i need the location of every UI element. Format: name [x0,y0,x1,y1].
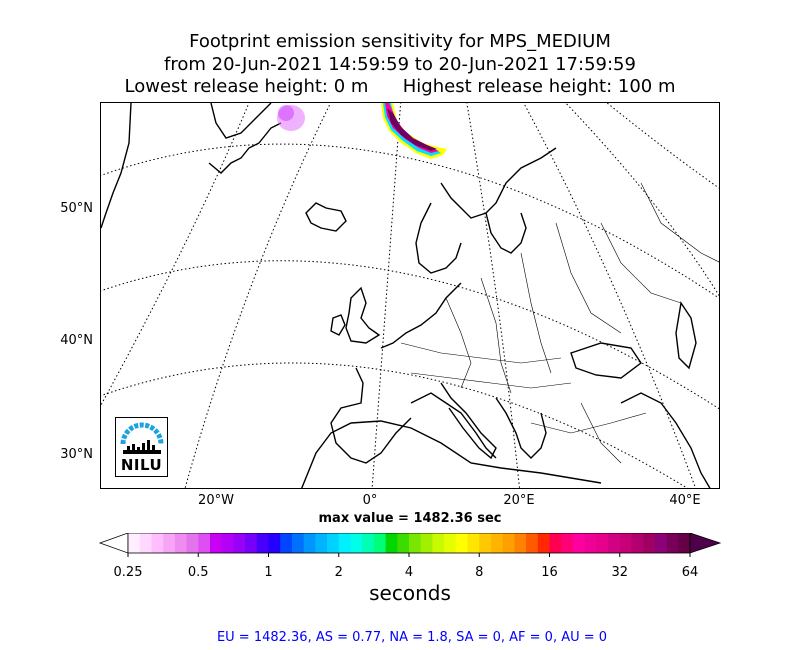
lon-label-20e: 20°E [503,493,535,508]
colorbar-segment [409,533,422,553]
map-canvas [101,103,719,488]
plot-title-line-1: Footprint emission sensitivity for MPS_M… [189,31,611,52]
colorbar-segment [291,533,305,553]
plot-title-line-2: from 20-Jun-2021 14:59:59 to 20-Jun-2021… [164,54,636,75]
colorbar-segment [350,533,363,553]
colorbar-tick-label: 2 [334,565,343,580]
colorbar-segment [245,533,258,553]
colorbar-segment [373,533,387,553]
colorbar-segment [467,533,480,553]
lon-label-20w: 20°W [198,493,234,508]
colorbar-segment [268,533,281,553]
colorbar [98,533,722,557]
lat-label-30n: 30°N [60,447,93,462]
plot-title-line-3: Lowest release height: 0 m Highest relea… [124,76,676,97]
colorbar-segment [526,533,539,553]
colorbar-tick-label: 32 [611,565,629,580]
colorbar-segment [584,533,597,553]
longitude-gridlines [101,103,719,488]
lat-label-50n: 50°N [60,201,93,216]
nilu-logo-mark [120,422,164,454]
colorbar-segment [198,533,211,553]
colorbar-segment [315,533,328,553]
colorbar-segment [303,533,316,553]
footprint-plume [277,103,447,159]
colorbar-segment [432,533,445,553]
colorbar-segment [385,533,398,553]
nilu-logo-text: NILU [120,456,163,474]
colorbar-segment [221,533,234,553]
colorbar-segment [186,533,199,553]
max-value-label: max value = 1482.36 sec [318,511,502,526]
colorbar-segment [572,533,586,553]
colorbar-segment [174,533,188,553]
map-panel [100,102,720,489]
colorbar-segment [549,533,562,553]
colorbar-segment [479,533,492,553]
colorbar-tick-label: 8 [475,565,484,580]
colorbar-segment [608,533,621,553]
colorbar-segment [397,533,410,553]
colorbar-tick-label: 1 [264,565,273,580]
colorbar-segment [233,533,246,553]
lat-label-40n: 40°N [60,333,93,348]
colorbar-segment [327,533,340,553]
colorbar-segment [163,533,176,553]
colorbar-segment [139,533,153,553]
colorbar-tick-label: 16 [541,565,558,580]
colorbar-under-triangle [98,533,129,554]
latitude-gridlines [101,143,719,488]
region-summary: EU = 1482.36, AS = 0.77, NA = 1.8, SA = … [216,630,608,645]
colorbar-segment [280,533,293,553]
colorbar-segment [619,533,633,553]
colorbar-tick-label: 0.5 [187,565,209,580]
colorbar-segment [561,533,574,553]
colorbar-segment [338,533,352,553]
nilu-logo: NILU [115,417,168,477]
colorbar-segment [631,533,644,553]
colorbar-segment [151,533,164,553]
colorbar-segment [490,533,504,553]
colorbar-label: seconds [369,581,451,605]
lon-label-0: 0° [362,493,378,508]
colorbar-segment [256,533,270,553]
colorbar-segment [455,533,469,553]
colorbar-segment [654,533,668,553]
colorbar-segment [420,533,434,553]
colorbar-tick-label: 4 [404,565,414,580]
colorbar-segment [643,533,656,553]
colorbar-tick-label: 64 [681,565,699,580]
country-borders [400,182,719,464]
colorbar-segment [514,533,527,553]
colorbar-segment [678,533,691,553]
colorbar-segment [362,533,375,553]
colorbar-over-triangle [689,533,722,554]
colorbar-segment [128,533,141,553]
lon-label-40e: 40°E [669,493,701,508]
coastlines [101,103,711,488]
colorbar-tick-label: 0.25 [113,565,143,580]
colorbar-segment [209,533,223,553]
colorbar-segment [502,533,515,553]
colorbar-segment [666,533,679,553]
colorbar-segment [444,533,457,553]
colorbar-segment [537,533,551,553]
colorbar-segment [596,533,609,553]
